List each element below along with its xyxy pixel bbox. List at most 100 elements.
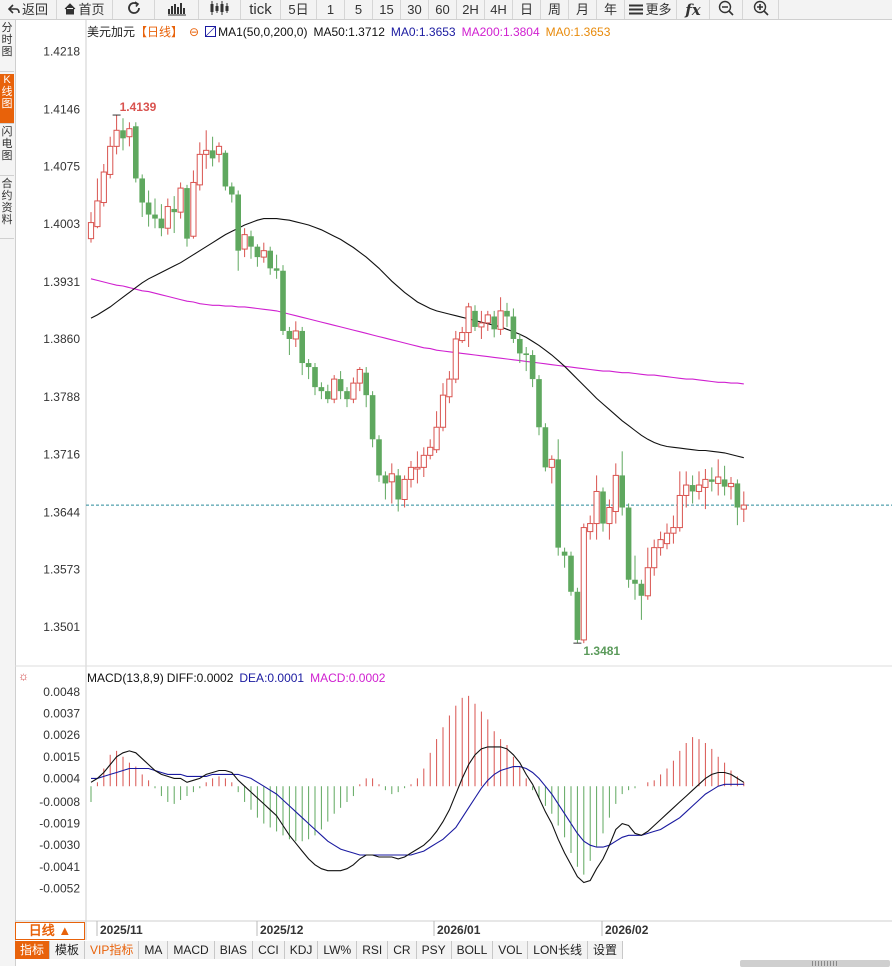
toolbar-period-5-button[interactable]: tick	[241, 0, 281, 19]
candle-body-down	[229, 186, 235, 195]
candle-body-down	[491, 316, 497, 330]
toolbar-period-9-button[interactable]: 15	[373, 0, 401, 19]
toolbar-refresh-button[interactable]	[113, 0, 155, 19]
candle-body-down	[472, 310, 478, 327]
toolbar-period-6-button[interactable]: 5日	[281, 0, 317, 19]
toolbar-bar-chart-button[interactable]	[155, 0, 199, 19]
price-tick-label: 1.3716	[43, 448, 80, 462]
toolbar-label: 更多	[645, 2, 672, 17]
candle-body-down	[184, 188, 190, 239]
toolbar-period-12-button[interactable]: 2H	[457, 0, 485, 19]
candle-body-up	[484, 314, 491, 324]
candle-body-down	[273, 268, 280, 271]
candle-body-down	[222, 152, 229, 187]
candle-body-up	[606, 507, 613, 525]
price-tick-label: 1.3573	[43, 562, 80, 576]
candle-body-down	[286, 330, 293, 339]
indicator-tab-13[interactable]: VOL	[493, 941, 529, 959]
tab-contract-info[interactable]: 合约资料	[0, 178, 14, 239]
indicator-tab-2[interactable]: VIP指标	[85, 941, 140, 959]
ma200-line	[90, 278, 744, 385]
candle-body-down	[139, 178, 145, 203]
macd-tick-label: -0.0030	[39, 838, 80, 852]
toolbar-label: 2H	[462, 2, 479, 17]
macd-settings-icon[interactable]: ☼	[18, 669, 29, 683]
toolbar-label: 15	[379, 2, 394, 17]
toolbar: 返回 首页 tick 5日 1 5 15 30 60 2H 4H 日周月年 更多 fx	[0, 0, 892, 20]
toolbar-zoom-in-button[interactable]	[743, 0, 779, 19]
candle-body-up	[459, 332, 466, 342]
candle-body-up	[433, 426, 440, 451]
candle-body-up	[657, 539, 664, 549]
ma-indicator-label[interactable]: MA1(50,0,200,0)	[205, 25, 307, 39]
toolbar-label: 5日	[288, 2, 309, 17]
toolbar-label: tick	[249, 1, 272, 18]
indicator-tab-6[interactable]: CCI	[253, 941, 285, 959]
indicator-tab-9[interactable]: RSI	[357, 941, 389, 959]
toolbar-period-17-button[interactable]: 年	[597, 0, 625, 19]
candle-body-down	[600, 491, 606, 524]
candle-body-up	[497, 310, 504, 330]
candle-body-up	[587, 523, 594, 533]
toolbar-label: 4H	[490, 2, 507, 17]
indicator-tab-14[interactable]: LON长线	[528, 941, 588, 959]
dea-line	[91, 766, 744, 856]
candle-body-down	[568, 555, 574, 592]
symbol-name: 美元加元	[87, 25, 136, 39]
settings-icon[interactable]: ⊖	[189, 25, 200, 39]
macd-tick-label: -0.0052	[39, 881, 80, 895]
toolbar-fx-button[interactable]: fx	[677, 0, 710, 19]
fx-icon: fx	[685, 1, 701, 20]
toolbar-period-11-button[interactable]: 60	[429, 0, 457, 19]
indicator-tab-3[interactable]: MA	[139, 941, 169, 959]
indicator-tab-7[interactable]: KDJ	[284, 941, 319, 959]
macd-tick-label: 0.0037	[43, 707, 80, 721]
toolbar-period-16-button[interactable]: 月	[569, 0, 597, 19]
indicator-tab-1[interactable]: 模板	[50, 941, 86, 959]
toolbar-menu-button[interactable]: 更多	[625, 0, 677, 19]
indicator-tab-10[interactable]: CR	[388, 941, 417, 959]
candle-body-up	[94, 200, 101, 228]
toolbar-label: 60	[435, 2, 450, 17]
tab-flash-chart[interactable]: 闪电图	[0, 126, 14, 176]
ma0-value-b: MA0:1.3653	[545, 25, 611, 39]
indicator-tab-4[interactable]: MACD	[168, 941, 215, 959]
ma200-value: MA200:1.3804	[461, 25, 540, 39]
indicator-tab-8[interactable]: LW%	[318, 941, 358, 959]
period-label: 【日线】	[135, 25, 184, 39]
indicator-box-icon	[205, 26, 217, 37]
indicator-tab-0[interactable]: 指标	[15, 941, 51, 959]
toolbar-zoom-out-button[interactable]	[710, 0, 743, 19]
toolbar-period-7-button[interactable]: 1	[317, 0, 345, 19]
indicator-tab-12[interactable]: BOLL	[451, 941, 494, 959]
toolbar-period-13-button[interactable]: 4H	[485, 0, 513, 19]
candle-body-up	[676, 494, 683, 529]
candle-body-down	[171, 208, 177, 213]
toolbar-home-button[interactable]: 首页	[57, 0, 113, 19]
tab-kline[interactable]: K线图	[0, 74, 14, 124]
candle-body-up	[478, 322, 485, 328]
candle-body-down	[689, 485, 696, 492]
toolbar-period-15-button[interactable]: 周	[541, 0, 569, 19]
tab-time-sharing[interactable]: 分时图	[0, 22, 14, 72]
toolbar-candlestick-button[interactable]	[199, 0, 241, 19]
toolbar-period-8-button[interactable]: 5	[345, 0, 373, 19]
toolbar-back-arrow-button[interactable]: 返回	[0, 0, 57, 19]
price-tick-label: 1.4075	[43, 159, 80, 173]
indicator-tab-15[interactable]: 设置	[587, 941, 623, 959]
side-tabs: 分时图 K线图 闪电图 合约资料	[0, 20, 16, 966]
candle-body-down	[235, 194, 241, 251]
toolbar-period-10-button[interactable]: 30	[401, 0, 429, 19]
candle-body-up	[401, 478, 408, 500]
candle-body-down	[504, 310, 510, 317]
candle-body-up	[241, 234, 248, 250]
indicator-tab-5[interactable]: BIAS	[214, 941, 254, 959]
candle-body-up	[164, 206, 171, 229]
price-tick-label: 1.3860	[43, 332, 80, 346]
macd-tick-label: -0.0019	[39, 817, 80, 831]
period-selector[interactable]: 日线 ▲	[15, 922, 85, 940]
toolbar-period-14-button[interactable]: 日	[513, 0, 541, 19]
candle-body-down	[158, 218, 165, 229]
indicator-tab-11[interactable]: PSY	[416, 941, 452, 959]
